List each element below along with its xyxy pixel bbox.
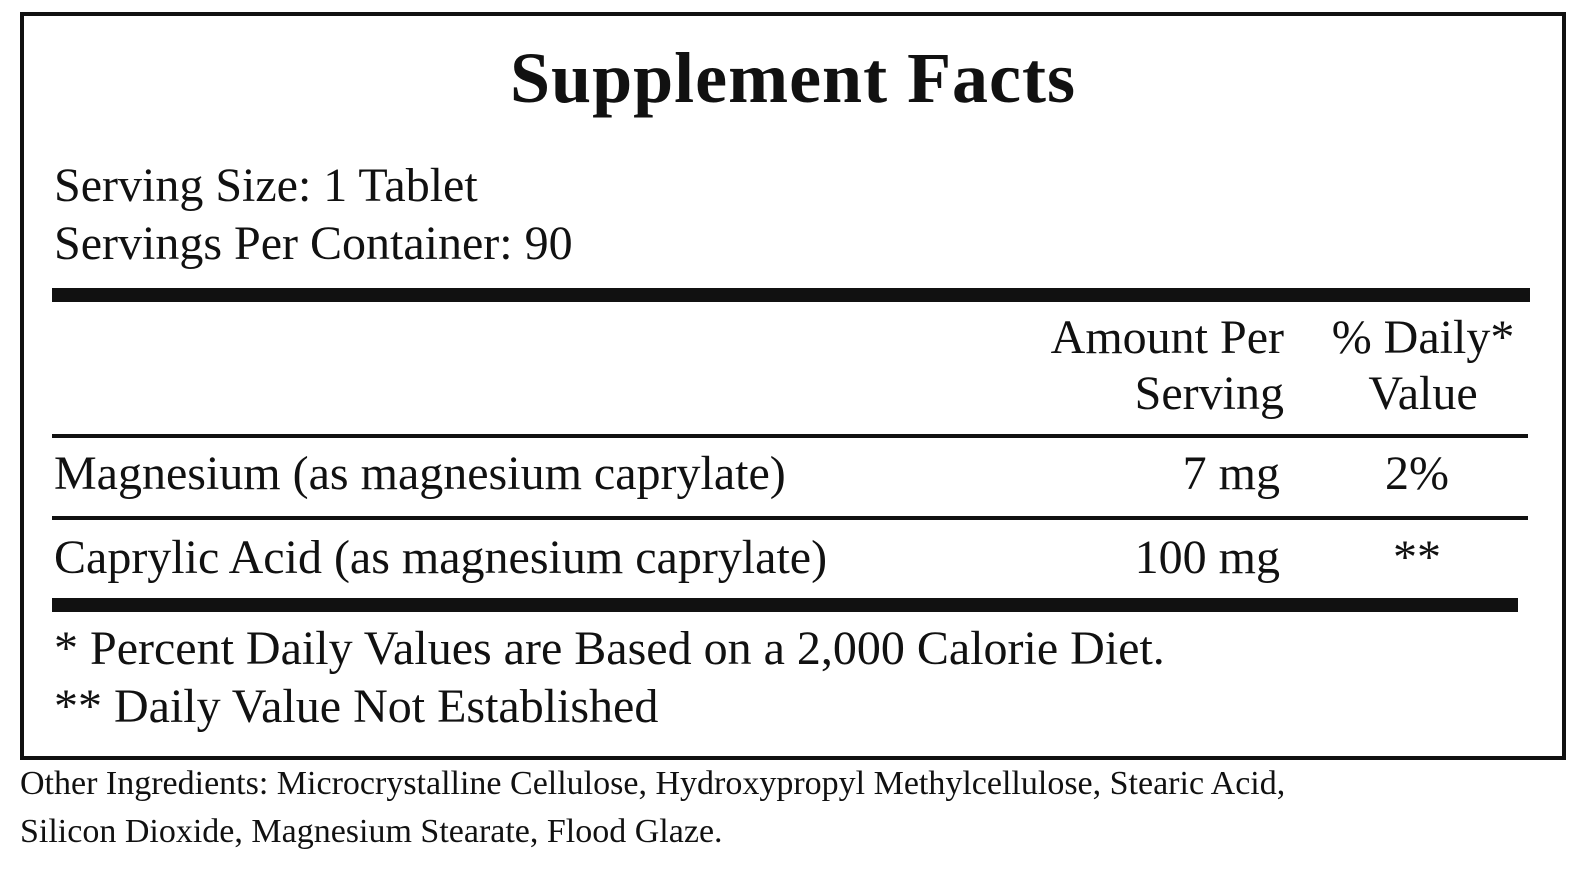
panel-title: Supplement Facts <box>509 38 1077 118</box>
footnote-not-established: ** Daily Value Not Established <box>54 680 659 733</box>
nutrient-amount: 7 mg <box>1182 447 1280 500</box>
supplement-facts-panel: Supplement Facts Serving Size: 1 Tablet … <box>20 12 1566 760</box>
thick-divider-bottom <box>52 598 1518 612</box>
nutrient-row: Caprylic Acid (as magnesium caprylate) 1… <box>52 526 1530 590</box>
dv-header-line1: % Daily* <box>1331 311 1515 364</box>
dv-header-line2: Value <box>1368 367 1478 420</box>
nutrient-name: Magnesium (as magnesium caprylate) <box>54 447 786 500</box>
amount-header-line2: Serving <box>1134 367 1284 420</box>
thin-divider-1 <box>52 434 1528 438</box>
nutrient-row: Magnesium (as magnesium caprylate) 7 mg … <box>52 442 1530 506</box>
amount-per-serving-header: Amount Per Serving <box>1051 310 1284 422</box>
other-ingredients-line2: Silicon Dioxide, Magnesium Stearate, Flo… <box>20 813 723 850</box>
thin-divider-2 <box>52 516 1528 520</box>
servings-per-container: Servings Per Container: 90 <box>54 217 573 270</box>
nutrient-daily-value: ** <box>1393 531 1441 584</box>
serving-size: Serving Size: 1 Tablet <box>54 159 478 212</box>
daily-value-header: % Daily* Value <box>1312 310 1534 422</box>
amount-header-line1: Amount Per <box>1050 311 1284 364</box>
nutrient-amount: 100 mg <box>1134 531 1280 584</box>
other-ingredients: Other Ingredients: Microcrystalline Cell… <box>20 760 1580 856</box>
nutrient-daily-value: 2% <box>1385 447 1449 500</box>
nutrient-name: Caprylic Acid (as magnesium caprylate) <box>54 531 828 584</box>
thick-divider-top <box>52 288 1530 302</box>
other-ingredients-line1: Other Ingredients: Microcrystalline Cell… <box>20 765 1286 802</box>
footnote-daily-values: * Percent Daily Values are Based on a 2,… <box>54 622 1165 675</box>
